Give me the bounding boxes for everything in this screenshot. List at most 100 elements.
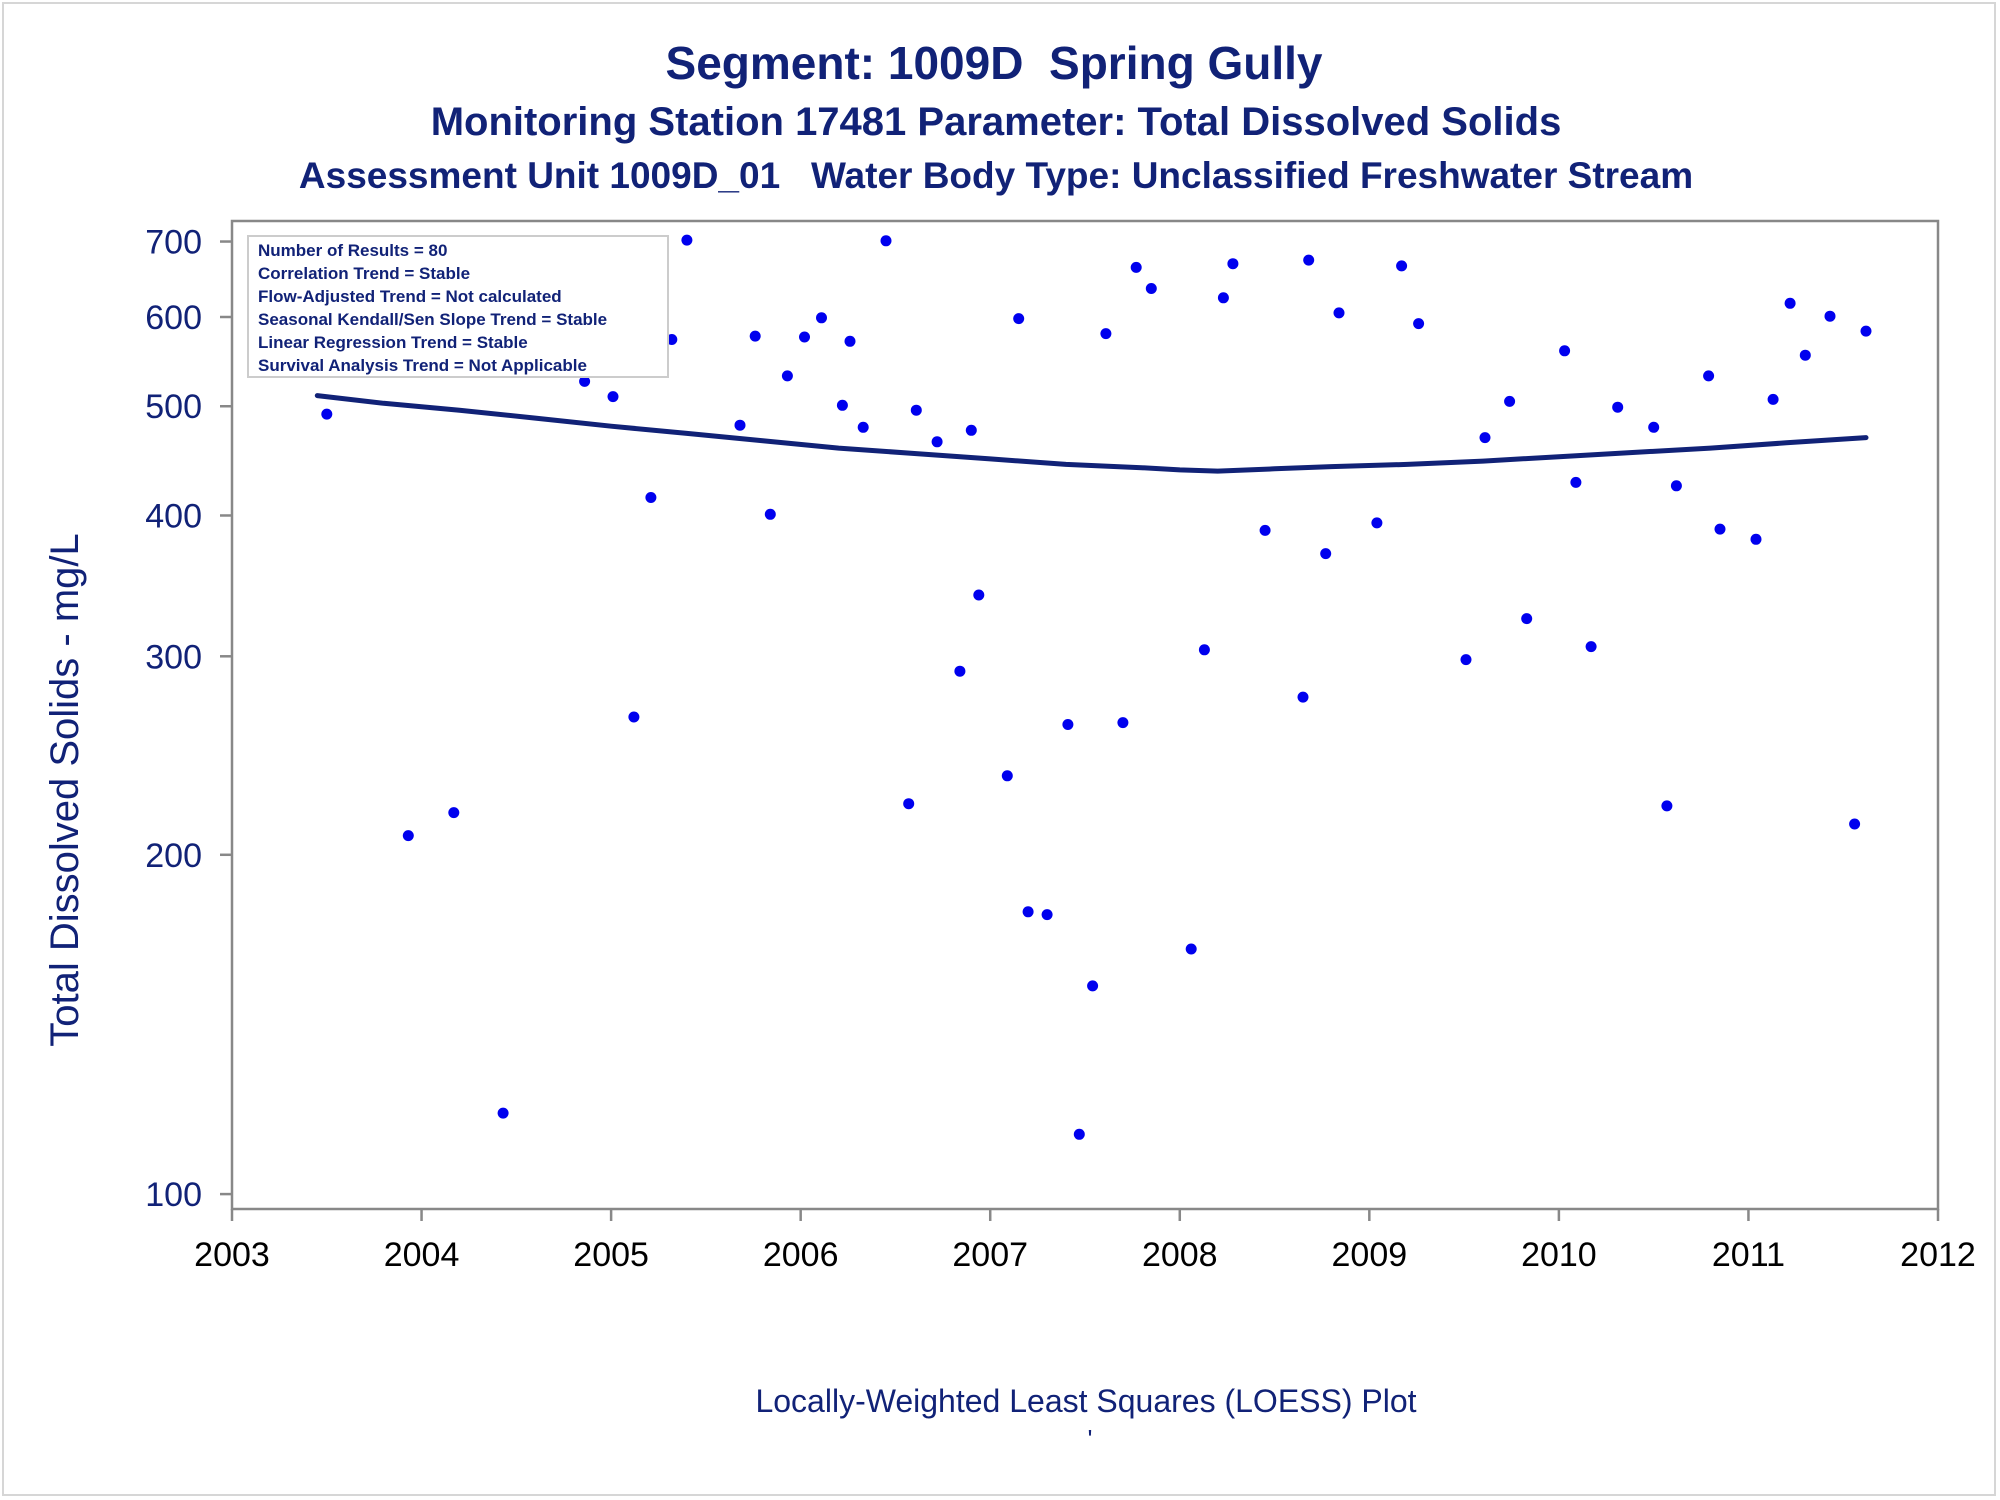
data-point	[973, 589, 985, 601]
data-point	[836, 399, 848, 411]
chart-subtitle-station: Monitoring Station 17481 Parameter: Tota…	[430, 100, 1562, 144]
data-point	[903, 798, 915, 810]
data-point	[799, 331, 810, 343]
loess-curve	[314, 393, 1869, 474]
x-tick-label: 2005	[573, 1236, 649, 1274]
stats-line-linear-regression: Linear Regression Trend = Stable	[258, 333, 528, 352]
data-point	[1227, 258, 1239, 270]
data-point	[1073, 1128, 1085, 1140]
y-tick-label: 500	[145, 388, 202, 426]
data-point	[1022, 906, 1034, 918]
data-point	[857, 421, 869, 433]
data-point	[1504, 395, 1516, 407]
data-point	[931, 436, 943, 448]
data-point	[1303, 254, 1315, 266]
data-point	[954, 665, 966, 677]
data-point	[749, 330, 761, 342]
data-point	[1714, 523, 1726, 535]
footer-caption: Locally-Weighted Least Squares (LOESS) P…	[755, 1383, 1416, 1419]
footer-mark: '	[1088, 1424, 1093, 1454]
data-point	[1413, 318, 1425, 330]
data-point	[1117, 717, 1129, 729]
data-point	[1670, 480, 1682, 492]
x-tick-label: 2006	[763, 1236, 839, 1274]
x-tick-label: 2004	[384, 1236, 460, 1274]
stats-line-results: Number of Results = 80	[258, 241, 447, 260]
data-point	[1585, 641, 1597, 653]
data-point	[1612, 401, 1624, 413]
data-point	[1767, 393, 1779, 405]
stats-box-frame	[247, 235, 669, 378]
data-point	[1849, 818, 1861, 830]
data-point	[1333, 307, 1345, 319]
stats-line-survival: Survival Analysis Trend = Not Applicable	[258, 356, 587, 375]
stats-line-correlation: Correlation Trend = Stable	[258, 264, 470, 283]
data-point	[666, 334, 678, 345]
data-point	[607, 391, 619, 403]
y-tick-label: 300	[145, 638, 202, 676]
y-tick-label: 100	[145, 1176, 202, 1214]
x-tick-label: 2007	[952, 1236, 1028, 1274]
data-point	[448, 807, 460, 819]
data-point	[1041, 909, 1053, 921]
data-point	[1750, 533, 1762, 545]
y-tick-label: 200	[145, 837, 202, 875]
data-point	[1703, 370, 1715, 382]
data-point	[645, 492, 657, 503]
x-tick-label: 2008	[1142, 1236, 1218, 1274]
data-point	[1001, 770, 1013, 782]
data-point	[1559, 345, 1571, 357]
data-point	[1185, 943, 1197, 955]
data-point	[1570, 476, 1582, 488]
data-point	[1479, 432, 1491, 444]
x-axis: 2003 2004 2005 2006 2007 2008 2009 2010 2011 2012	[194, 1209, 1976, 1274]
data-point	[628, 711, 640, 723]
data-point	[1320, 548, 1332, 560]
stats-line-seasonal-kendall: Seasonal Kendall/Sen Slope Trend = Stabl…	[258, 310, 607, 329]
data-point	[781, 370, 793, 382]
data-point	[1860, 325, 1872, 337]
data-point	[1198, 644, 1210, 656]
data-point	[880, 235, 892, 247]
data-point	[734, 419, 746, 431]
data-point	[402, 830, 414, 842]
x-tick-label: 2012	[1900, 1236, 1976, 1274]
y-tick-label: 600	[145, 299, 202, 337]
x-tick-label: 2003	[194, 1236, 270, 1274]
y-tick-label: 400	[145, 497, 202, 535]
data-point	[910, 404, 922, 416]
data-point	[321, 408, 333, 420]
data-point	[1460, 654, 1472, 666]
data-point	[1145, 283, 1157, 294]
data-point	[1396, 260, 1408, 272]
data-point	[1087, 980, 1099, 992]
y-tick-label: 700	[145, 224, 202, 262]
data-point	[1062, 719, 1074, 730]
data-point	[497, 1107, 509, 1119]
y-axis: 100 200 300 400 500 600 700	[145, 224, 232, 1214]
data-point	[681, 234, 693, 246]
x-tick-label: 2009	[1332, 1236, 1408, 1274]
x-tick-label: 2010	[1521, 1236, 1597, 1274]
plot-area-frame	[230, 219, 1940, 1211]
data-point	[1799, 349, 1811, 361]
loess-layer	[314, 393, 1869, 474]
chart-title: Segment: 1009D Spring Gully	[665, 37, 1323, 89]
data-point	[1130, 261, 1142, 273]
data-point	[579, 375, 591, 387]
data-point	[844, 335, 856, 347]
data-point	[1648, 421, 1660, 433]
data-point	[1371, 517, 1383, 529]
data-point	[1013, 313, 1025, 325]
data-point	[1297, 691, 1309, 703]
stats-line-flow-adjusted: Flow-Adjusted Trend = Not calculated	[258, 287, 562, 306]
data-point	[1100, 328, 1112, 340]
data-point	[1521, 613, 1533, 625]
data-point	[1784, 297, 1796, 309]
data-point	[816, 312, 827, 324]
data-point	[1259, 524, 1271, 536]
chart-subtitle-assessment: Assessment Unit 1009D_01 Water Body Type…	[298, 155, 1694, 196]
y-axis-title: Total Dissolved Solids - mg/L	[43, 533, 87, 1047]
points-layer	[311, 234, 1872, 1140]
